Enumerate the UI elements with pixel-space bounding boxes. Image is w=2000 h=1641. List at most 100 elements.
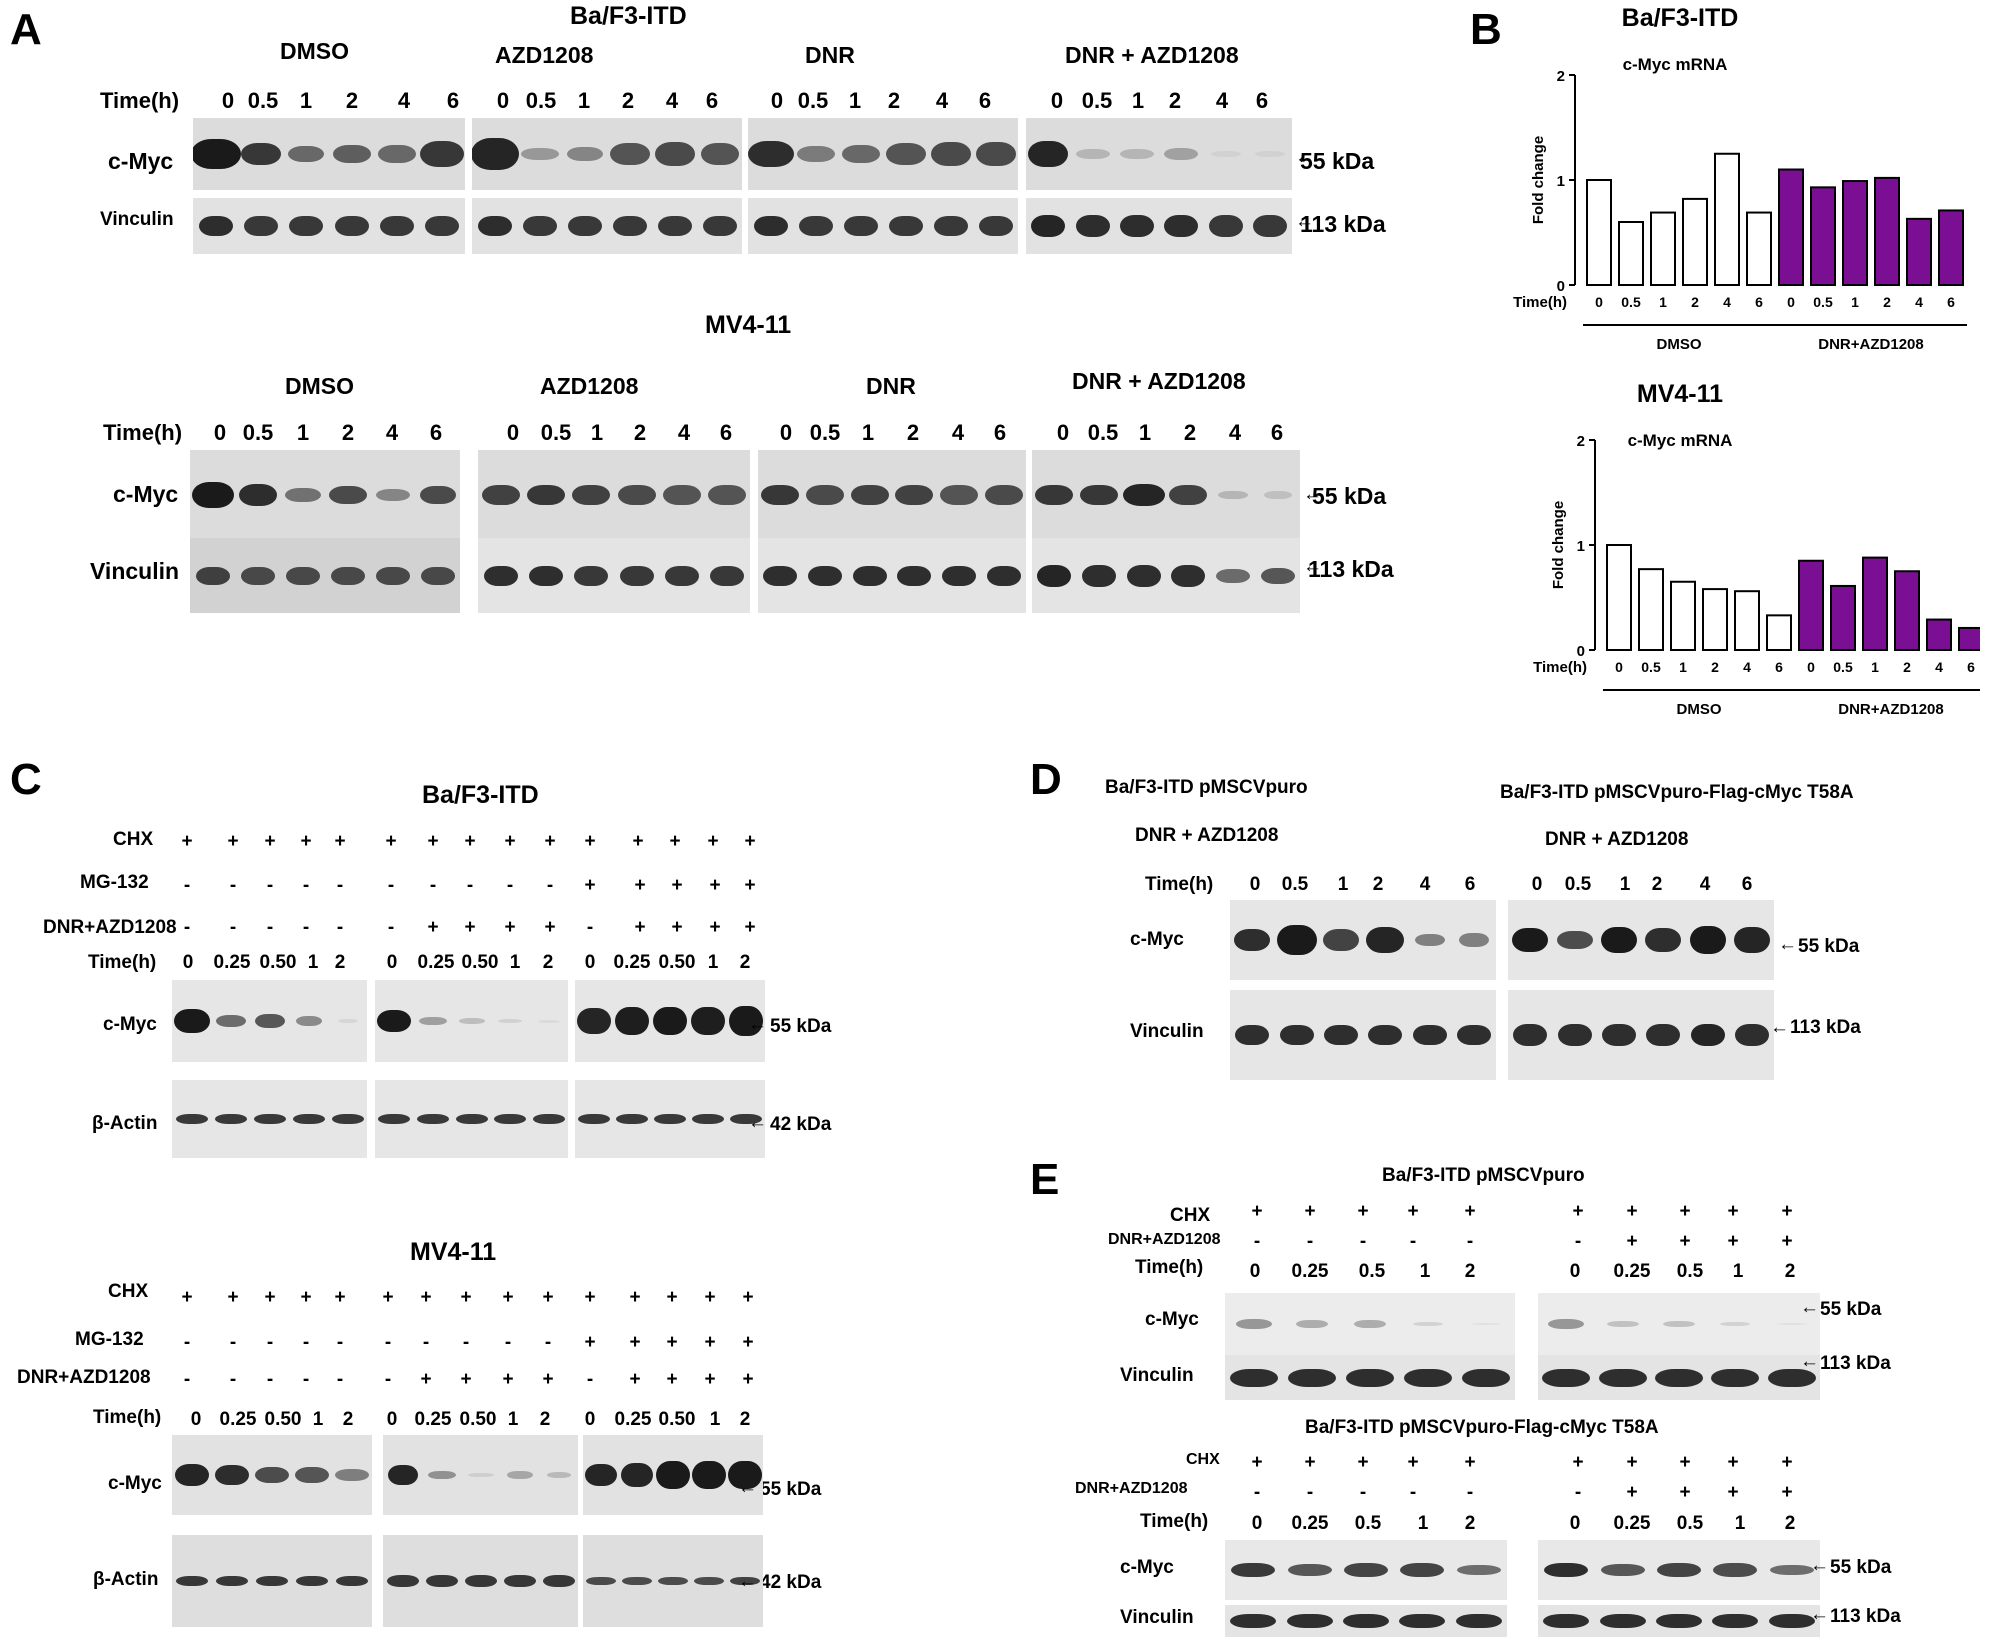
band (1126, 564, 1161, 587)
a-time-0-4: 4 (397, 88, 411, 113)
c2-row-chx: CHX (108, 1281, 149, 1302)
panel-label-d: D (1030, 755, 1062, 804)
c-time-g3-2: 0.50 (658, 952, 696, 973)
a-cell-title-2: MV4-11 (705, 311, 792, 339)
band (425, 1575, 458, 1587)
a2-blot-vinc-dmso (190, 538, 460, 613)
band (1276, 925, 1317, 955)
band (1296, 1320, 1328, 1328)
e-time-g1-0: 0 (1249, 1261, 1261, 1282)
band (888, 216, 923, 236)
c2-blot-cmyc-1 (172, 1435, 372, 1515)
a2-blot-cmyc-azd (478, 450, 750, 540)
band (1513, 1024, 1548, 1046)
c2-dnr-g3-1: + (629, 1369, 641, 1390)
c-chx-g1-3: + (300, 831, 312, 852)
b-xtick-1-1-0: 0 (1807, 659, 1815, 675)
c2-kda-55: 55 kDa (760, 1479, 822, 1500)
a2-time-2-1: 0.5 (809, 420, 841, 445)
c2-mg-g1-1: - (229, 1332, 237, 1353)
a-time-0-3: 2 (345, 88, 359, 113)
band (1606, 1321, 1639, 1327)
c2-row-actin: β-Actin (93, 1569, 159, 1590)
band (619, 565, 654, 586)
a2-blot-vinc-dnr (758, 538, 1026, 613)
band (285, 566, 320, 585)
c2-row-mg132: MG-132 (75, 1329, 144, 1350)
b-bar-1-0-2 (1670, 580, 1696, 651)
e2-dnr-g2-1: + (1626, 1482, 1638, 1503)
c-mg-g3-0: + (584, 875, 596, 896)
band (1287, 1564, 1332, 1576)
band (1164, 148, 1199, 160)
band (1548, 1319, 1585, 1329)
b-xlabel-0: Time(h) (1513, 294, 1567, 311)
c2-mg-g2-2: - (462, 1332, 470, 1353)
d-blot-vinc-1 (1230, 990, 1496, 1080)
c2-chx-g1-4: + (334, 1287, 346, 1308)
band (729, 1006, 763, 1036)
c-dnr-g2-2: + (464, 917, 476, 938)
e-dnr-g1-0: - (1253, 1231, 1261, 1252)
b-group-label-1-0: DMSO (1677, 701, 1722, 718)
c2-blot-actin-1 (172, 1535, 372, 1627)
band (577, 1008, 611, 1034)
b-bar-0-1-5 (1938, 209, 1964, 286)
e-time-g1-4: 2 (1464, 1261, 1476, 1282)
band (1260, 567, 1295, 584)
a-treatment-4: DNR + AZD1208 (1065, 42, 1239, 68)
band (1322, 929, 1359, 951)
a2-blot-vinc-azd (478, 538, 750, 613)
band (176, 1576, 208, 1586)
c-dnr-g1-0: - (183, 917, 191, 938)
b-xtick-1-1-5: 6 (1967, 659, 1975, 675)
band (494, 1114, 527, 1124)
c2-chx-g1-1: + (227, 1287, 239, 1308)
c-chx-g2-2: + (464, 831, 476, 852)
band (710, 565, 745, 586)
e-row-cmyc: c-Myc (1145, 1309, 1199, 1330)
c2-chx-g2-4: + (542, 1287, 554, 1308)
band (1646, 1024, 1681, 1046)
band (1601, 1024, 1636, 1046)
d-kda-55: 55 kDa (1798, 936, 1860, 957)
c-chx-g1-1: + (227, 831, 239, 852)
e2-time-g1-1: 0.25 (1291, 1513, 1329, 1534)
b-bar-1-1-0 (1798, 559, 1824, 651)
band (1323, 1025, 1358, 1045)
a-blot-cmyc-azd (472, 118, 742, 190)
band (708, 485, 747, 505)
band (1171, 564, 1206, 587)
band (173, 1009, 210, 1033)
c-dnr-g3-2: + (671, 917, 683, 938)
e2-dnr-g1-1: - (1306, 1482, 1314, 1503)
e2-time-g1-0: 0 (1251, 1513, 1263, 1534)
e-dnr-g2-4: + (1781, 1231, 1793, 1252)
a-time-1-3: 2 (621, 88, 635, 113)
c-time-g1-1: 0.25 (213, 952, 251, 973)
c-mg-g3-3: + (709, 875, 721, 896)
band (692, 1461, 726, 1489)
e2-chx-g1-3: + (1407, 1452, 1419, 1473)
a2-treatment-2: AZD1208 (540, 373, 639, 399)
band (1600, 1564, 1645, 1576)
e2-chx-g2-3: + (1727, 1452, 1739, 1473)
b-chart-title-1: MV4-11 (1637, 380, 1723, 408)
a2-time-0-2: 1 (296, 420, 310, 445)
band (296, 1576, 328, 1586)
b-bar-1-0-3 (1702, 588, 1728, 651)
c2-dnr-g2-2: + (460, 1369, 472, 1390)
c2-time-g3-0: 0 (584, 1409, 596, 1430)
band (420, 141, 465, 167)
band (850, 485, 889, 505)
a-time-3-4: 4 (1215, 88, 1229, 113)
c2-dnr-g2-0: - (384, 1369, 392, 1390)
band (244, 216, 278, 236)
e-dnr-g1-1: - (1306, 1231, 1314, 1252)
band (1657, 1563, 1701, 1577)
a-time-2-3: 2 (887, 88, 901, 113)
c-dnr-g1-1: - (229, 917, 237, 938)
e2-dnr-g1-0: - (1253, 1482, 1261, 1503)
band (1122, 484, 1165, 506)
d-time-g1-2: 1 (1337, 874, 1349, 895)
